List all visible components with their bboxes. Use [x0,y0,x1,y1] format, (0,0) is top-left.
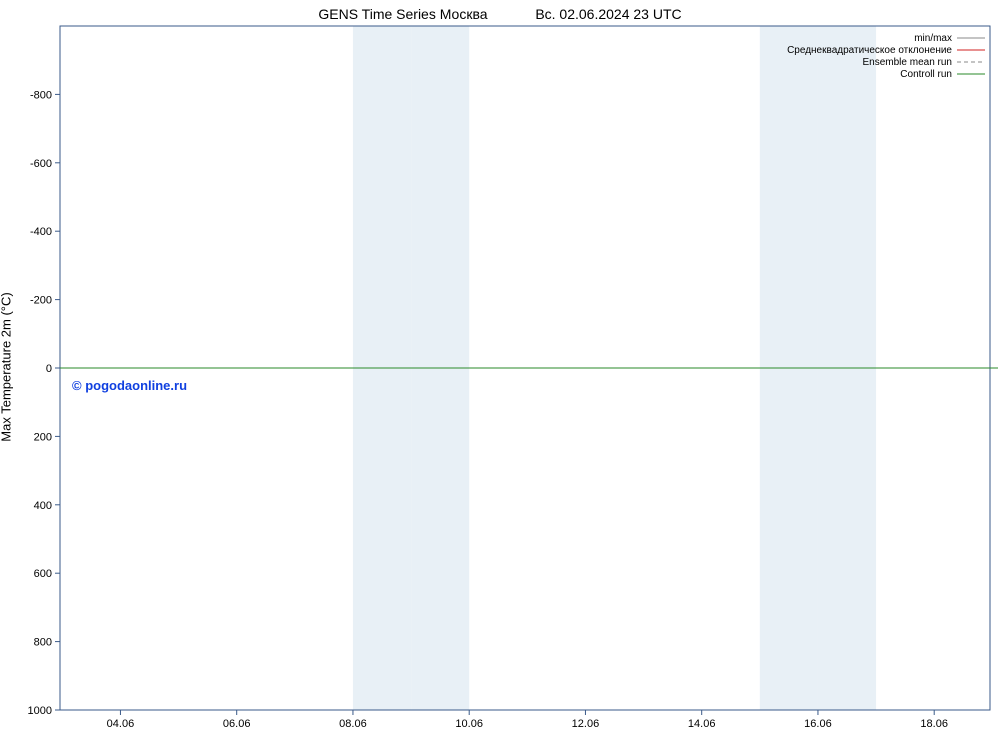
y-tick-label: 1000 [28,705,52,717]
y-tick-label: 600 [34,568,52,580]
x-tick-label: 18.06 [920,718,948,730]
y-tick-label: -400 [30,226,52,238]
x-tick-label: 04.06 [107,718,135,730]
y-tick-label: 0 [46,363,52,375]
chart-container: GENS Time Series Москва Вс. 02.06.2024 2… [0,0,1000,733]
y-tick-label: -800 [30,89,52,101]
x-tick-label: 14.06 [688,718,716,730]
legend-label: Среднеквадратическое отклонение [787,45,952,56]
y-tick-label: -200 [30,295,52,307]
y-tick-label: 400 [34,500,52,512]
y-tick-label: 800 [34,637,52,649]
x-tick-label: 06.06 [223,718,251,730]
watermark: © pogodaonline.ru [72,378,187,393]
x-tick-label: 16.06 [804,718,832,730]
x-tick-label: 12.06 [572,718,600,730]
chart-svg: -800 -600 -400 -200 0 200 400 600 800 1000 04.06 06… [0,0,1000,733]
y-tick-label: 200 [34,431,52,443]
legend-label: Controll run [900,69,952,80]
y-tick-label: -600 [30,158,52,170]
x-tick-label: 10.06 [455,718,483,730]
x-tick-label: 08.06 [339,718,367,730]
legend-label: Ensemble mean run [863,57,953,68]
legend-label: min/max [914,33,952,44]
